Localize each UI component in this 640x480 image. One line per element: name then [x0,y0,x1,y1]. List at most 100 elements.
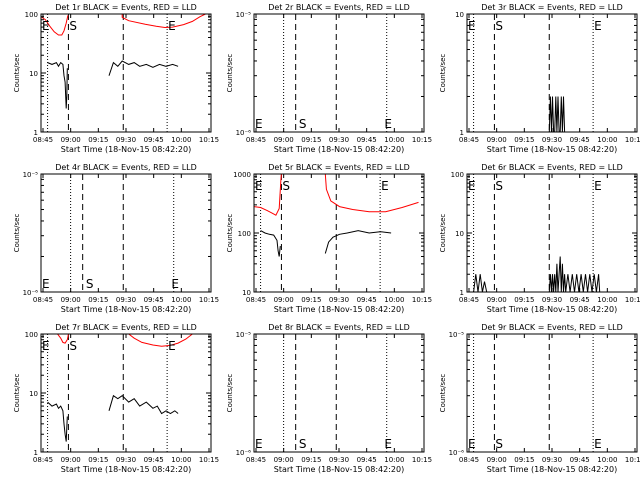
x-tick-label: 09:30 [542,296,562,304]
x-tick-label: 10:15 [412,136,432,144]
x-axis-label: Start Time (18-Nov-15 08:42:20) [61,465,191,474]
x-tick-label: 10:00 [597,136,617,144]
end-marker-label: E [384,117,392,131]
start-marker-label: S [86,277,94,291]
events-series-line [108,60,179,76]
events-series-line [473,274,488,292]
x-tick-label: 10:15 [412,456,432,464]
y-tick-label: 10⁻⁶ [236,449,252,457]
edge-marker-label: E [255,179,263,193]
x-axis-label: Start Time (18-Nov-15 08:42:20) [487,305,617,314]
panel-8: Det 8r BLACK = Events, RED = LLD S E E 08:45… [226,323,432,474]
y-axis-label: Counts/sec [226,214,234,253]
x-tick-label: 09:15 [514,456,534,464]
x-tick-label: 09:30 [542,456,562,464]
end-marker-label: E [384,437,392,451]
x-tick-label: 09:15 [88,296,108,304]
end-marker-label: E [594,437,602,451]
x-tick-label: 09:00 [274,296,294,304]
x-tick-label: 10:15 [199,136,219,144]
y-tick-label: 100 [238,230,251,238]
start-marker-label: S [299,117,307,131]
x-tick-label: 10:15 [625,296,640,304]
x-tick-label: 08:45 [33,136,53,144]
panel-6: Det 6r BLACK = Events, RED = LLD S E E 08:45… [439,163,640,314]
x-tick-label: 09:45 [144,456,164,464]
events-series-line [548,256,601,292]
y-tick-label: 10⁻⁵ [449,331,465,339]
panel-title: Det 4r BLACK = Events, RED = LLD [55,163,197,172]
x-tick-label: 10:00 [384,136,404,144]
end-marker-label: E [171,277,179,291]
x-tick-label: 10:00 [171,136,191,144]
x-tick-label: 09:15 [514,296,534,304]
x-tick-label: 09:30 [542,136,562,144]
x-tick-label: 09:15 [514,136,534,144]
y-tick-label: 100 [25,11,38,19]
y-tick-label: 1000 [233,171,251,179]
series-group [47,334,193,442]
y-tick-label: 1 [460,129,464,137]
edge-marker-label: E [42,339,50,353]
y-tick-label: 10⁻⁶ [23,289,39,297]
end-marker-label: E [594,19,602,33]
series-group [41,14,206,109]
plot-frame [253,333,425,453]
x-axis-label: Start Time (18-Nov-15 08:42:20) [61,145,191,154]
plot-frame [40,173,212,293]
x-tick-label: 09:30 [329,456,349,464]
x-tick-label: 09:45 [357,136,377,144]
series-group [473,174,601,292]
y-axis-label: Counts/sec [439,214,447,253]
y-axis-label: Counts/sec [13,374,21,413]
x-axis-label: Start Time (18-Nov-15 08:42:20) [274,465,404,474]
x-tick-label: 09:15 [301,136,321,144]
x-tick-label: 08:45 [246,136,266,144]
plot-frame [253,13,425,133]
lld-series-line [57,334,69,344]
y-tick-label: 10⁻⁵ [236,331,252,339]
panel-title: Det 3r BLACK = Events, RED = LLD [481,3,623,12]
events-series-line [47,61,68,109]
end-marker-label: E [594,179,602,193]
lld-series-line [128,334,193,347]
x-tick-label: 09:00 [487,136,507,144]
start-marker-label: S [299,437,307,451]
panel-7: Det 7r BLACK = Events, RED = LLD S E E 08:45… [13,323,219,474]
y-axis-label: Counts/sec [226,374,234,413]
x-tick-label: 09:45 [357,296,377,304]
edge-marker-label: E [42,19,50,33]
y-tick-label: 10⁻⁶ [236,129,252,137]
x-tick-label: 08:45 [246,296,266,304]
x-tick-label: 08:45 [33,456,53,464]
panel-5: Det 5r BLACK = Events, RED = LLD S E E 08:45… [226,163,432,314]
events-series-line [324,230,392,254]
y-tick-label: 10 [242,289,251,297]
y-axis-label: Counts/sec [439,54,447,93]
panel-title: Det 8r BLACK = Events, RED = LLD [268,323,410,332]
x-tick-label: 10:15 [199,296,219,304]
x-tick-label: 10:15 [199,456,219,464]
x-axis-label: Start Time (18-Nov-15 08:42:20) [487,145,617,154]
panel-title: Det 9r BLACK = Events, RED = LLD [481,323,623,332]
x-tick-label: 09:00 [274,136,294,144]
y-tick-label: 1 [460,289,464,297]
x-tick-label: 08:45 [459,296,479,304]
y-tick-label: 10 [29,390,38,398]
x-tick-label: 09:00 [487,456,507,464]
x-tick-label: 09:15 [301,456,321,464]
y-tick-label: 10 [455,11,464,19]
panel-title: Det 6r BLACK = Events, RED = LLD [481,163,623,172]
lld-series-line [254,174,282,216]
x-tick-label: 08:45 [33,296,53,304]
x-tick-label: 08:45 [246,456,266,464]
panel-1: Det 1r BLACK = Events, RED = LLD S E E 08:45… [13,3,219,154]
edge-marker-label: E [468,179,476,193]
x-axis-label: Start Time (18-Nov-15 08:42:20) [61,305,191,314]
plot-frame [466,333,638,453]
start-marker-label: S [495,19,503,33]
events-series-line [47,401,68,442]
y-axis-label: Counts/sec [13,54,21,93]
y-tick-label: 100 [25,331,38,339]
